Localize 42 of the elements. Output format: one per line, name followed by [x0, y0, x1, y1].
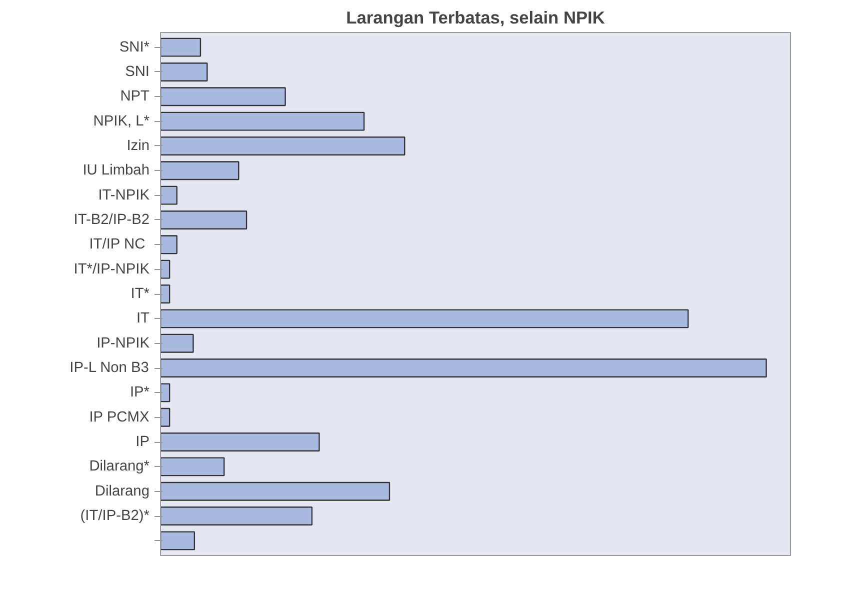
y-tick-label: (IT/IP-B2)*: [80, 508, 150, 524]
y-tick-label: Dilarang*: [89, 458, 150, 475]
y-tick-label: IT: [136, 310, 150, 327]
bar: [160, 161, 240, 180]
bar: [160, 87, 286, 106]
y-tick-label: IT-NPIK: [98, 187, 150, 204]
bar: [160, 136, 406, 156]
chart-title: Larangan Terbatas, selain NPIK: [346, 8, 606, 28]
bar: [160, 235, 178, 254]
bar: [160, 112, 365, 131]
y-tick-label: NPT: [120, 88, 150, 105]
bar: [160, 309, 689, 328]
bar: [160, 408, 170, 427]
y-tick-label: IP PCMX: [89, 409, 150, 426]
bar: [160, 432, 320, 452]
bar: [160, 38, 202, 57]
bar: [160, 358, 767, 378]
bar: [160, 531, 196, 550]
y-tick-label: SNI*: [119, 39, 150, 56]
bar: [160, 383, 170, 402]
bar: [160, 482, 390, 501]
y-tick-label: IT-B2/IP-B2: [74, 212, 150, 228]
y-tick-label: IP-L Non B3: [70, 360, 149, 376]
y-tick-label: NPIK, L*: [93, 113, 150, 130]
y-tick-label: IT*: [130, 286, 150, 302]
bar: [160, 334, 194, 353]
y-tick-label: IP: [136, 434, 150, 450]
y-tick-label: Dilarang: [94, 483, 150, 500]
y-tick-label: IP*: [130, 384, 150, 401]
y-tick-label: IT*/IP-NPIK: [74, 261, 150, 278]
y-tick-label: IT/IP NC: [89, 236, 146, 253]
bar: [160, 62, 208, 82]
bar: [160, 210, 248, 230]
bar: [160, 186, 178, 205]
bar: [160, 260, 170, 279]
y-tick-label: IP-NPIK: [96, 335, 150, 352]
bar: [160, 506, 313, 526]
y-tick-label: Izin: [126, 138, 150, 154]
bar: [160, 457, 225, 476]
y-tick-label: IU Limbah: [82, 162, 150, 179]
bar: [160, 284, 170, 304]
y-tick-label: SNI: [125, 64, 150, 80]
